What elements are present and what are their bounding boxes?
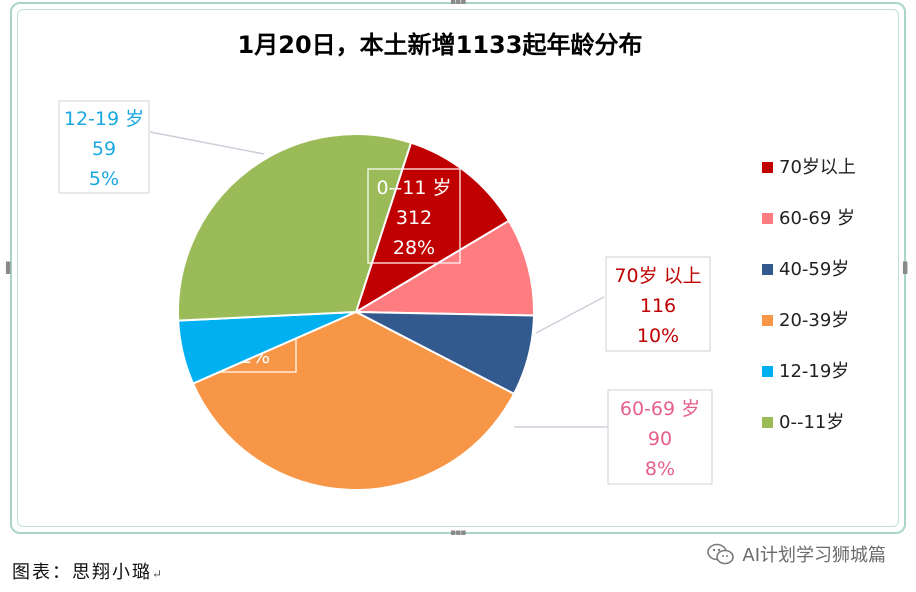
resize-handle-top[interactable]: ▪▪▪ bbox=[450, 0, 466, 7]
legend-label: 12-19岁 bbox=[779, 361, 849, 382]
pie-slice bbox=[352, 219, 536, 317]
data-label-percent: 10% bbox=[637, 325, 679, 347]
watermark: AI计划学习狮城篇 bbox=[706, 541, 886, 567]
data-label-category: 60-69 岁 bbox=[620, 398, 700, 420]
legend-label: 60-69 岁 bbox=[779, 208, 855, 229]
resize-handle-left[interactable]: ▪ ▪ ▪ bbox=[5, 259, 11, 277]
legend-label: 70岁以上 bbox=[779, 157, 856, 178]
data-label-value: 312 bbox=[396, 207, 432, 229]
data-label-percent: 8% bbox=[645, 458, 675, 480]
data-label-box bbox=[367, 168, 461, 264]
data-label-value: 59 bbox=[92, 138, 116, 160]
pie-slice bbox=[177, 132, 413, 322]
watermark-text: AI计划学习狮城篇 bbox=[742, 545, 886, 566]
pie-slice bbox=[191, 310, 516, 491]
data-label-category: 12-19 岁 bbox=[64, 108, 144, 130]
data-label-category: 0--11 岁 bbox=[376, 177, 451, 199]
legend-swatch bbox=[762, 213, 773, 224]
data-label-percent: 28% bbox=[393, 237, 435, 259]
data-label-box bbox=[605, 256, 711, 352]
data-label-percent: 5% bbox=[89, 168, 119, 190]
figure-caption: 图表：思翔小璐↵ bbox=[12, 562, 165, 583]
legend-swatch bbox=[762, 264, 773, 275]
legend-swatch bbox=[762, 417, 773, 428]
legend-label: 40-59岁 bbox=[779, 259, 849, 280]
legend-label: 20-39岁 bbox=[779, 310, 849, 331]
leader-line bbox=[535, 296, 605, 334]
data-label-box bbox=[58, 100, 150, 194]
data-label-box bbox=[607, 389, 713, 485]
legend-swatch bbox=[762, 315, 773, 326]
data-label-value: 116 bbox=[640, 295, 676, 317]
resize-handle-right[interactable]: ▪ ▪ ▪ bbox=[902, 259, 908, 277]
leader-line bbox=[149, 131, 265, 155]
data-label-value: 90 bbox=[648, 428, 672, 450]
chart-frame-inner bbox=[17, 9, 899, 527]
wechat-icon bbox=[707, 543, 735, 565]
chart-title: 1月20日，本土新增1133起年龄分布 bbox=[238, 31, 643, 59]
data-label-category: 70岁 以上 bbox=[614, 265, 701, 287]
legend-swatch bbox=[762, 162, 773, 173]
resize-handle-bottom[interactable]: ▪▪▪ bbox=[450, 528, 466, 538]
paragraph-return-icon: ↵ bbox=[152, 567, 165, 581]
legend-label: 0--11岁 bbox=[779, 412, 844, 433]
pie-slice bbox=[354, 141, 511, 315]
legend-swatch bbox=[762, 366, 773, 377]
